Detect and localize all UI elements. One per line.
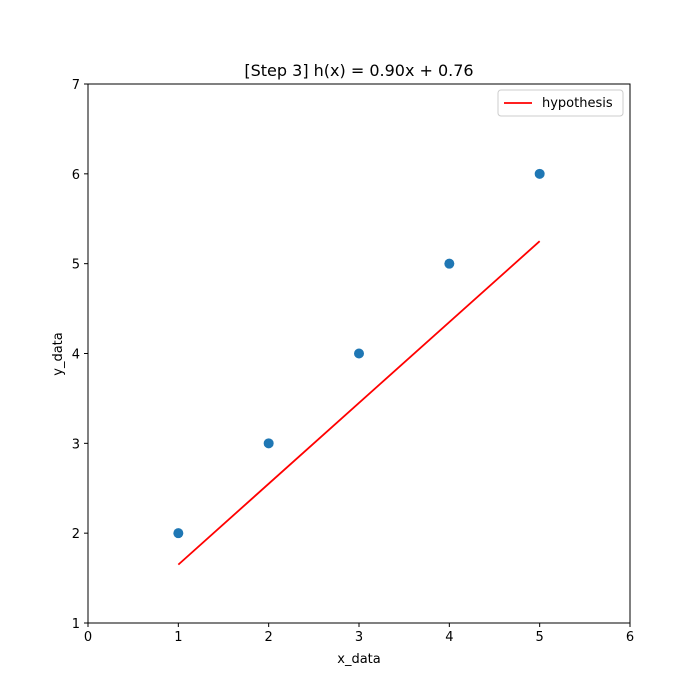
data-point-2 — [354, 348, 364, 359]
data-point-3 — [444, 258, 455, 269]
x-tick-label-4: 4 — [445, 630, 453, 645]
x-tick-label-5: 5 — [536, 630, 544, 645]
data-point-4 — [534, 168, 545, 179]
plot-frame — [87, 83, 631, 624]
x-tick-label-3: 3 — [355, 630, 363, 645]
y-tick-label-3: 4 — [72, 348, 80, 363]
y-tick-label-0: 1 — [72, 617, 80, 632]
data-point-0 — [173, 528, 184, 539]
x-axis-label: x_data — [337, 652, 380, 667]
legend-label-hypothesis: hypothesis — [542, 96, 613, 111]
data-point-1 — [263, 438, 274, 449]
x-tick-label-1: 1 — [174, 630, 182, 645]
y-tick-label-1: 2 — [72, 527, 80, 542]
y-tick-label-5: 6 — [72, 168, 80, 183]
y-tick-label-2: 3 — [72, 437, 80, 452]
y-tick-label-6: 7 — [72, 78, 80, 93]
chart-marks — [173, 168, 545, 566]
legend: hypothesis — [497, 89, 624, 117]
series-line-hypothesis — [177, 240, 541, 566]
x-tick-label-0: 0 — [84, 630, 92, 645]
y-axis-label: y_data — [51, 332, 66, 375]
x-tick-label-2: 2 — [265, 630, 273, 645]
chart-title: [Step 3] h(x) = 0.90x + 0.76 — [244, 61, 473, 80]
y-tick-label-4: 5 — [72, 258, 80, 273]
legend-box — [497, 89, 624, 117]
x-tick-label-6: 6 — [626, 630, 634, 645]
